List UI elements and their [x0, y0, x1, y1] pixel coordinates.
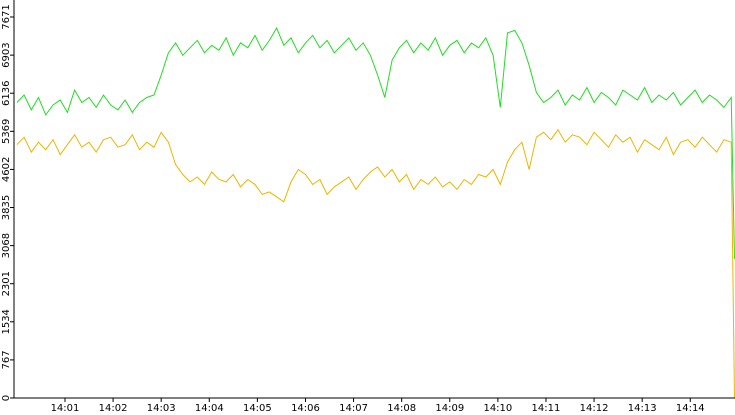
line-series [16, 128, 735, 399]
x-tick-label: 14:08 [387, 403, 416, 414]
x-tick-label: 14:01 [51, 403, 80, 414]
y-tick-label: 6903 [1, 42, 12, 67]
x-tick-label: 14:13 [628, 403, 657, 414]
y-tick-label: 2301 [1, 271, 12, 296]
y-tick-label: 767 [1, 350, 12, 369]
y-tick-label: 4602 [1, 157, 12, 182]
x-tick-label: 14:04 [195, 403, 224, 414]
y-tick-label: 3835 [1, 195, 12, 220]
x-tick-label: 14:02 [99, 403, 128, 414]
line-series [16, 26, 735, 259]
y-tick-label: 6136 [1, 81, 12, 106]
x-tick-label: 14:14 [676, 403, 705, 414]
y-tick-label: 0 [1, 395, 12, 401]
x-tick-label: 14:06 [291, 403, 320, 414]
x-tick-label: 14:11 [532, 403, 561, 414]
x-tick-label: 14:07 [339, 403, 368, 414]
y-tick-label: 1534 [1, 309, 12, 334]
y-tick-label: 5369 [1, 119, 12, 144]
y-tick-label: 3068 [1, 233, 12, 258]
x-tick-label: 14:10 [483, 403, 512, 414]
x-tick-label: 14:03 [147, 403, 176, 414]
y-tick-label: 7671 [1, 4, 12, 29]
x-tick-label: 14:12 [580, 403, 609, 414]
x-tick-label: 14:05 [243, 403, 272, 414]
x-tick-label: 14:09 [435, 403, 464, 414]
